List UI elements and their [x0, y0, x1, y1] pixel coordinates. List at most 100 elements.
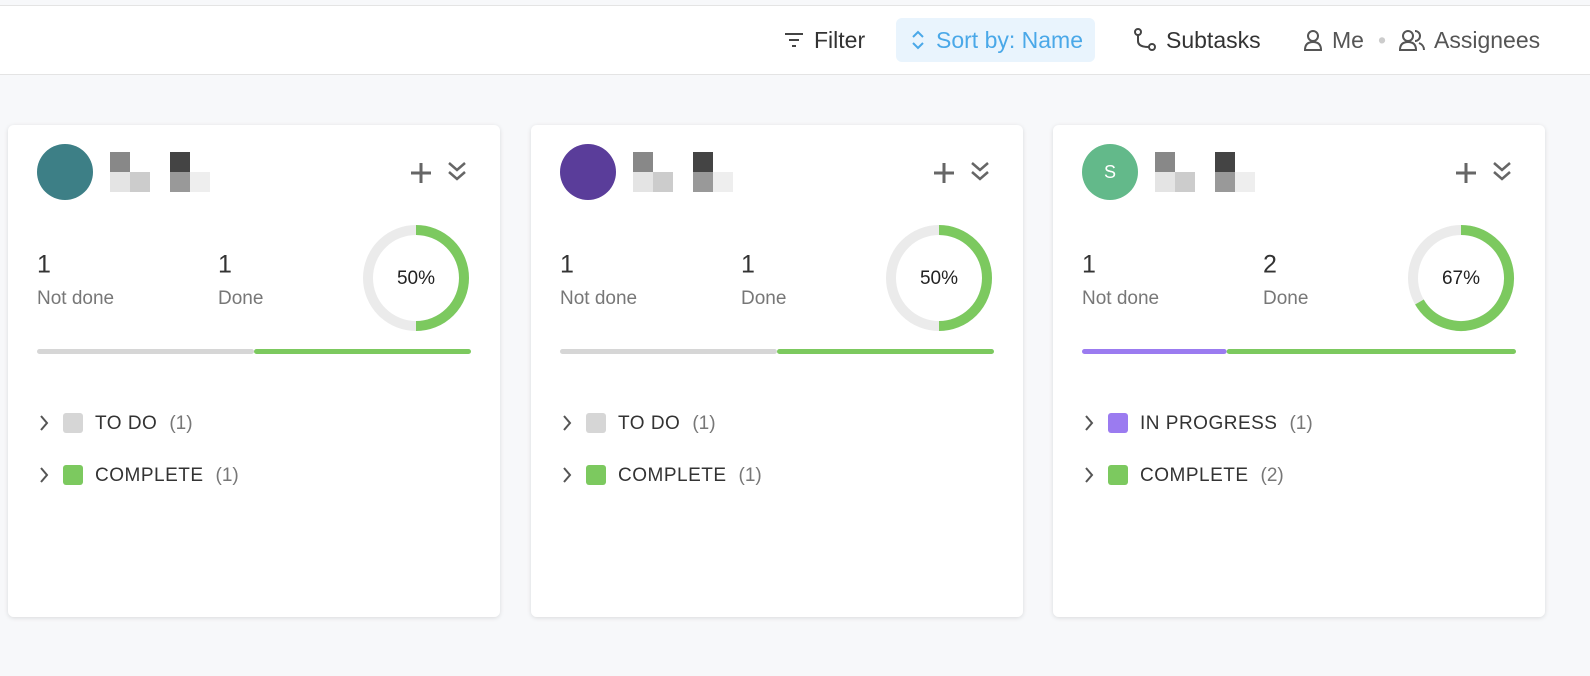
status-color — [1108, 465, 1128, 485]
filter-icon — [785, 33, 803, 47]
name-blur — [693, 152, 713, 172]
donut-track — [1408, 225, 1514, 331]
status-count: (1) — [216, 465, 239, 486]
expand-chevron — [40, 415, 49, 431]
donut-track — [363, 225, 469, 331]
sort-icon — [912, 30, 924, 50]
status-group[interactable]: COMPLETE (2) — [1085, 465, 1284, 486]
name-blur — [170, 152, 190, 172]
add-button[interactable] — [934, 163, 954, 183]
done-count: 2 — [1263, 251, 1277, 279]
name-blur — [1215, 152, 1235, 172]
status-group[interactable]: IN PROGRESS (1) — [1085, 413, 1313, 434]
progress-not-done — [560, 349, 777, 354]
progress-done — [777, 349, 994, 354]
name-blur — [110, 152, 130, 172]
expand-chevron — [1085, 467, 1094, 483]
status-color — [586, 465, 606, 485]
expand-chevron — [563, 415, 572, 431]
status-name: TO DO — [618, 413, 680, 434]
name-blur — [1155, 172, 1175, 192]
assignees-icon — [1398, 30, 1425, 51]
assignees-button[interactable]: Assignees — [1398, 18, 1540, 62]
add-button[interactable] — [411, 163, 431, 183]
status-color — [586, 413, 606, 433]
name-blur — [633, 172, 653, 192]
status-group[interactable]: TO DO (1) — [40, 413, 193, 434]
collapse-button[interactable] — [971, 162, 989, 181]
name-blur — [170, 172, 190, 192]
status-count: (1) — [169, 413, 192, 434]
card-bg — [1053, 125, 1545, 617]
donut-arc — [415, 225, 469, 331]
done-label: Done — [741, 288, 786, 309]
name-blur — [1175, 172, 1195, 192]
not-done-count: 1 — [1082, 251, 1096, 279]
name-blur — [130, 172, 150, 192]
subtasks-label: Subtasks — [1166, 27, 1261, 53]
done-count: 1 — [741, 251, 755, 279]
name-blur — [1215, 172, 1235, 192]
status-count: (1) — [739, 465, 762, 486]
sort-button[interactable]: Sort by: Name — [896, 18, 1095, 62]
card: 1 Not done 1 Done 50% TO DO (1) COMPLETE (1) — [531, 125, 1023, 617]
name-blur — [190, 172, 210, 192]
status-count: (2) — [1261, 465, 1284, 486]
donut-arc — [938, 225, 992, 331]
collapse-button[interactable] — [448, 162, 466, 181]
donut-percent: 50% — [397, 268, 435, 289]
collapse-button[interactable] — [1493, 162, 1511, 181]
subtasks-icon — [1134, 28, 1156, 51]
name-blur — [633, 152, 653, 172]
avatar — [1082, 144, 1138, 200]
subtasks-button[interactable]: Subtasks — [1132, 18, 1261, 62]
status-color — [1108, 413, 1128, 433]
status-count: (1) — [1289, 413, 1312, 434]
status-name: COMPLETE — [1140, 465, 1249, 486]
card: 1 Not done 1 Done 50% TO DO (1) COMPLETE (1) — [8, 125, 500, 617]
done-label: Done — [218, 288, 263, 309]
not-done-count: 1 — [560, 251, 574, 279]
toolbar: Filter Sort by: Name Subtasks Me • Assig… — [0, 5, 1590, 75]
filter-label: Filter — [814, 27, 866, 53]
name-blur — [693, 172, 713, 192]
progress-not-done — [1082, 349, 1227, 354]
name-blur — [713, 172, 733, 192]
status-group[interactable]: COMPLETE (1) — [563, 465, 762, 486]
sort-label: Sort by: Name — [936, 27, 1083, 53]
me-button[interactable]: Me — [1302, 18, 1364, 62]
not-done-label: Not done — [560, 288, 637, 309]
status-color — [63, 465, 83, 485]
name-blur — [110, 172, 130, 192]
progress-done — [254, 349, 471, 354]
filter-button[interactable]: Filter — [782, 18, 865, 62]
avatar-initial: S — [1104, 162, 1116, 182]
name-blur — [653, 172, 673, 192]
expand-chevron — [1085, 415, 1094, 431]
assignees-label: Assignees — [1434, 27, 1541, 53]
progress-not-done — [37, 349, 254, 354]
card-bg — [531, 125, 1023, 617]
donut-track — [886, 225, 992, 331]
not-done-count: 1 — [37, 251, 51, 279]
status-name: COMPLETE — [618, 465, 727, 486]
donut-arc — [1415, 225, 1514, 331]
not-done-label: Not done — [37, 288, 114, 309]
card: S 1 Not done 2 Done 67% IN PROGRESS (1) COMPLETE… — [1053, 125, 1545, 617]
add-button[interactable] — [1456, 163, 1476, 183]
me-label: Me — [1332, 27, 1364, 53]
avatar — [37, 144, 93, 200]
status-group[interactable]: TO DO (1) — [563, 413, 716, 434]
me-icon — [1303, 30, 1323, 51]
done-label: Done — [1263, 288, 1308, 309]
status-count: (1) — [692, 413, 715, 434]
donut-percent: 67% — [1442, 268, 1480, 289]
done-count: 1 — [218, 251, 232, 279]
avatar — [560, 144, 616, 200]
status-group[interactable]: COMPLETE (1) — [40, 465, 239, 486]
status-name: COMPLETE — [95, 465, 204, 486]
expand-chevron — [563, 467, 572, 483]
name-blur — [1235, 172, 1255, 192]
